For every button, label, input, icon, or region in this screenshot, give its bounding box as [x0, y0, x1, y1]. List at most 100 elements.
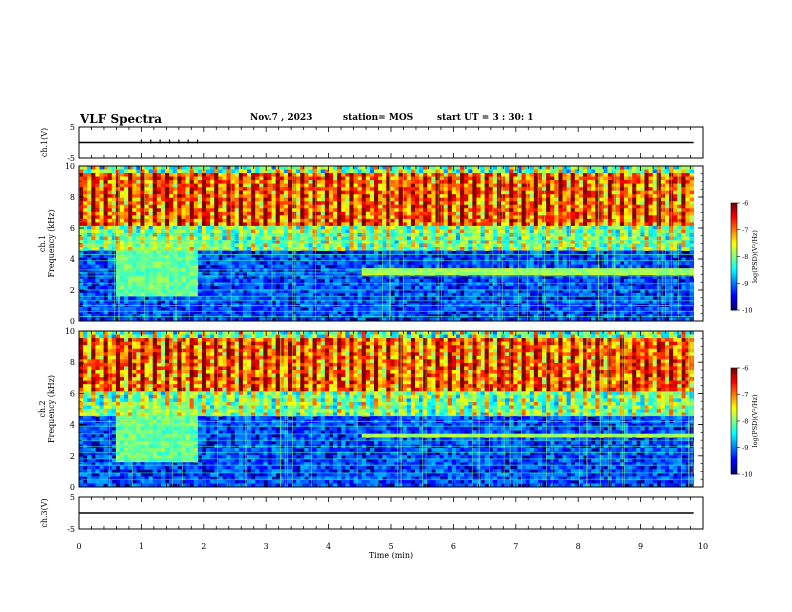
spectrogram-cell	[144, 317, 150, 322]
spectrogram-cell	[562, 187, 568, 192]
spectrogram-cell	[128, 261, 133, 266]
spectrogram-cell	[427, 310, 432, 315]
spectrogram-cell	[124, 299, 129, 304]
spectrogram-cell	[324, 239, 330, 244]
spectrogram-cell	[87, 208, 92, 213]
spectrogram-cell	[263, 166, 268, 170]
spectrogram-cell	[464, 183, 469, 188]
spectrogram-cell	[177, 215, 182, 220]
spectrogram-cell	[427, 257, 432, 262]
spectrogram-cell	[447, 236, 453, 241]
spectrogram-cell	[554, 180, 559, 185]
spectrogram-cell	[472, 197, 477, 202]
spectrogram-cell	[406, 313, 412, 318]
spectrogram-cell	[337, 278, 342, 283]
spectrogram-cell	[279, 173, 285, 177]
spectrogram-cell	[443, 296, 449, 301]
spectrogram-cell	[210, 292, 215, 297]
spectrogram-cell	[79, 218, 84, 223]
spectrogram-cell	[480, 317, 486, 322]
spectrogram-cell	[83, 204, 88, 209]
spectrogram-cell	[394, 247, 400, 251]
spectrogram-cell	[386, 187, 391, 192]
spectrogram-cell	[222, 271, 227, 276]
spectrogram-cell	[521, 232, 527, 237]
spectrogram-cell	[189, 201, 195, 206]
spectrogram-cell	[374, 254, 379, 258]
spectrogram-cell	[214, 225, 219, 230]
spectrogram-cell	[542, 194, 547, 199]
spectrogram-cell	[554, 247, 559, 251]
spectrogram-cell	[357, 236, 363, 241]
spectrogram-cell	[156, 296, 162, 301]
spectrogram-cell	[419, 229, 424, 234]
spectrogram-cell	[169, 264, 174, 269]
spectrogram-cell	[83, 261, 88, 266]
spectrogram-cell	[287, 236, 293, 241]
spectrogram-cell	[218, 204, 223, 209]
spectrogram-cell	[513, 271, 518, 276]
spectrogram-cell	[283, 264, 289, 269]
spectrogram-cell	[234, 211, 240, 216]
spectrogram-cell	[328, 222, 334, 227]
spectrogram-cell	[201, 225, 207, 230]
spectrogram-cell	[324, 187, 330, 192]
spectrogram-cell	[115, 275, 121, 280]
spectrogram-cell	[251, 271, 256, 276]
spectrogram-cell	[378, 247, 383, 251]
spectrogram-cell	[521, 197, 527, 202]
spectrogram-cell	[181, 285, 186, 290]
spectrogram-cell	[492, 169, 498, 174]
spectrogram-cell	[431, 243, 436, 248]
spectrogram-cell	[513, 243, 518, 248]
spectrogram-cell	[484, 261, 490, 266]
spectrogram-cell	[386, 289, 391, 294]
spectrogram-cell	[550, 187, 555, 192]
spectrogram-cell	[562, 183, 568, 188]
spectrogram-cell	[119, 232, 125, 237]
spectrogram-cell	[238, 173, 244, 177]
spectrogram-cell	[349, 243, 354, 248]
spectrogram-cell	[558, 183, 563, 188]
spectrogram-cell	[189, 239, 195, 244]
spectrogram-cell	[345, 250, 350, 255]
spectrogram-cell	[234, 176, 240, 181]
spectrogram-cell	[488, 180, 494, 185]
spectrogram-cell	[333, 289, 338, 294]
spectrogram-cell	[484, 247, 490, 251]
spectrogram-cell	[259, 201, 264, 206]
spectrogram-cell	[234, 218, 240, 223]
spectrogram-cell	[476, 197, 481, 202]
spectrogram-cell	[177, 254, 182, 258]
spectrogram-cell	[406, 166, 412, 170]
spectrogram-cell	[189, 183, 195, 188]
spectrogram-cell	[345, 271, 350, 276]
spectrogram-cell	[427, 187, 432, 192]
spectrogram-cell	[206, 218, 211, 223]
spectrogram-cell	[292, 282, 297, 287]
spectrogram-cell	[271, 215, 277, 220]
spectrogram-cell	[181, 211, 186, 216]
spectrogram-cell	[488, 201, 494, 206]
spectrogram-cell	[201, 254, 207, 258]
spectrogram-cell	[173, 239, 178, 244]
spectrogram-cell	[304, 243, 309, 248]
spectrogram-cell	[353, 236, 359, 241]
spectrogram-cell	[296, 278, 301, 283]
spectrogram-cell	[259, 180, 264, 185]
spectrogram-cell	[337, 204, 342, 209]
spectrogram-cell	[427, 261, 432, 266]
spectrogram-cell	[337, 194, 342, 199]
spectrogram-cell	[226, 183, 232, 188]
spectrogram-cell	[533, 204, 539, 209]
spectrogram-cell	[111, 229, 117, 234]
spectrogram-cell	[341, 211, 346, 216]
spectrogram-cell	[513, 236, 518, 241]
spectrogram-cell	[91, 201, 96, 206]
spectrogram-cell	[197, 229, 203, 234]
spectrogram-cell	[91, 169, 96, 174]
spectrogram-cell	[529, 261, 535, 266]
spectrogram-cell	[99, 225, 104, 230]
spectrogram-cell	[201, 190, 207, 195]
spectrogram-cell	[115, 173, 121, 177]
